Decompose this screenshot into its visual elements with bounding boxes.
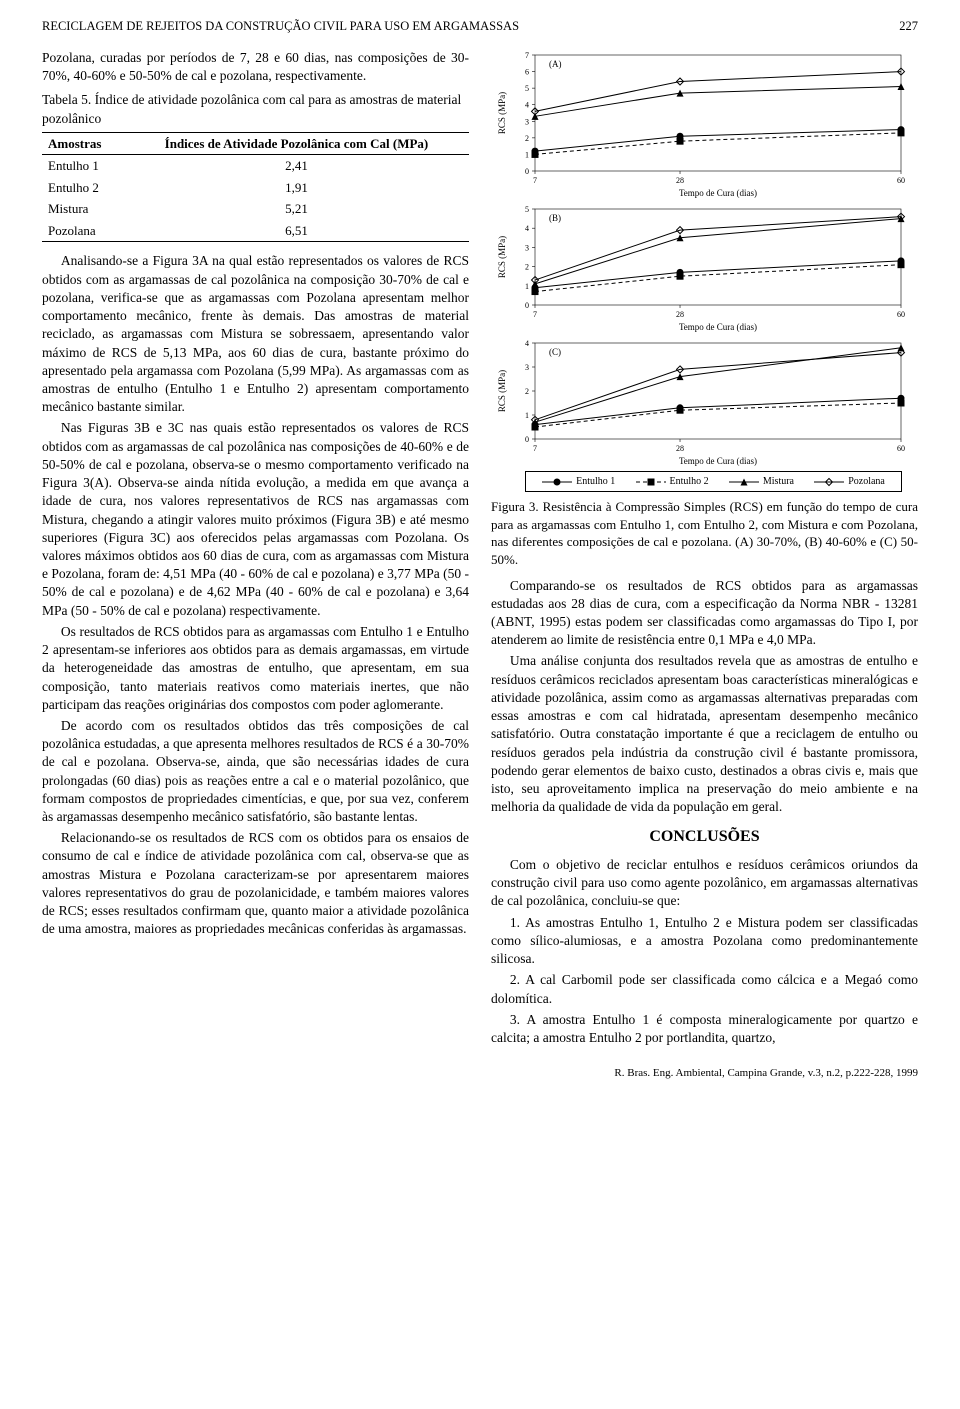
conclusions-paragraph: Com o objetivo de reciclar entulhos e re… xyxy=(491,856,918,911)
chart-a: 0 1 2 3 4 5 6 7 7 28 60 RCS (MPa) Tempo de Cura (dia… xyxy=(491,49,918,199)
svg-text:RCS (MPa): RCS (MPa) xyxy=(497,92,507,134)
svg-text:Tempo de Cura (dias): Tempo de Cura (dias) xyxy=(679,456,757,466)
table-row: Pozolana6,51 xyxy=(42,220,469,242)
running-title: RECICLAGEM DE REJEITOS DA CONSTRUÇÃO CIV… xyxy=(42,18,519,35)
body-paragraph: Comparando-se os resultados de RCS obtid… xyxy=(491,577,918,650)
svg-text:Tempo de Cura (dias): Tempo de Cura (dias) xyxy=(679,188,757,198)
conclusions-paragraph: 3. A amostra Entulho 1 é composta minera… xyxy=(491,1011,918,1047)
svg-text:1: 1 xyxy=(525,411,529,420)
svg-text:3: 3 xyxy=(525,243,529,252)
svg-text:5: 5 xyxy=(525,84,529,93)
table5: Amostras Índices de Atividade Pozolânica… xyxy=(42,132,469,243)
table-row: Entulho 21,91 xyxy=(42,177,469,199)
svg-text:2: 2 xyxy=(525,387,529,396)
figure3-caption: Figura 3. Resistência à Compressão Simpl… xyxy=(491,498,918,568)
table5-col1: Amostras xyxy=(42,132,124,155)
body-paragraph: Uma análise conjunta dos resultados reve… xyxy=(491,652,918,816)
right-column: 0 1 2 3 4 5 6 7 7 28 60 RCS (MPa) Tempo de Cura (dia… xyxy=(491,49,918,1050)
legend-item: Entulho 2 xyxy=(636,475,709,489)
svg-text:28: 28 xyxy=(676,310,684,319)
svg-text:7: 7 xyxy=(533,310,537,319)
svg-text:0: 0 xyxy=(525,167,529,176)
svg-text:(B): (B) xyxy=(549,213,561,223)
chart-c: 0 1 2 3 4 7 28 60 RCS (MPa) Tempo de Cura (dias) (… xyxy=(491,337,918,467)
intro-paragraph: Pozolana, curadas por períodos de 7, 28 … xyxy=(42,49,469,85)
svg-text:Tempo de Cura (dias): Tempo de Cura (dias) xyxy=(679,322,757,332)
svg-text:(C): (C) xyxy=(549,347,561,357)
svg-text:7: 7 xyxy=(533,444,537,453)
conclusions-paragraph: 1. As amostras Entulho 1, Entulho 2 e Mi… xyxy=(491,914,918,969)
body-paragraph: Analisando-se a Figura 3A na qual estão … xyxy=(42,252,469,416)
table5-caption: Tabela 5. Índice de atividade pozolânica… xyxy=(42,91,469,127)
svg-text:60: 60 xyxy=(897,310,905,319)
svg-text:4: 4 xyxy=(525,101,529,110)
svg-text:3: 3 xyxy=(525,363,529,372)
conclusions-heading: CONCLUSÕES xyxy=(491,826,918,848)
svg-text:2: 2 xyxy=(525,262,529,271)
legend-label: Entulho 1 xyxy=(576,475,615,489)
table-row: Entulho 12,41 xyxy=(42,155,469,177)
page-number: 227 xyxy=(899,18,918,35)
svg-text:28: 28 xyxy=(676,444,684,453)
svg-text:4: 4 xyxy=(525,224,529,233)
body-paragraph: Os resultados de RCS obtidos para as arg… xyxy=(42,623,469,714)
legend-item: Mistura xyxy=(729,475,794,489)
left-column: Pozolana, curadas por períodos de 7, 28 … xyxy=(42,49,469,1050)
body-paragraph: Nas Figuras 3B e 3C nas quais estão repr… xyxy=(42,419,469,619)
svg-text:0: 0 xyxy=(525,301,529,310)
svg-text:RCS (MPa): RCS (MPa) xyxy=(497,370,507,412)
legend-label: Entulho 2 xyxy=(670,475,709,489)
svg-text:1: 1 xyxy=(525,150,529,159)
body-paragraph: Relacionando-se os resultados de RCS com… xyxy=(42,829,469,938)
svg-text:3: 3 xyxy=(525,117,529,126)
svg-text:5: 5 xyxy=(525,205,529,214)
running-head: RECICLAGEM DE REJEITOS DA CONSTRUÇÃO CIV… xyxy=(42,18,918,35)
svg-text:0: 0 xyxy=(525,435,529,444)
svg-text:1: 1 xyxy=(525,282,529,291)
body-paragraph: De acordo com os resultados obtidos das … xyxy=(42,717,469,826)
legend-item: Entulho 1 xyxy=(542,475,615,489)
svg-text:6: 6 xyxy=(525,67,529,76)
chart-legend: Entulho 1 Entulho 2 Mistura Pozolana xyxy=(525,471,902,493)
table-row: Mistura5,21 xyxy=(42,198,469,220)
chart-b: 0 1 2 3 4 5 7 28 60 RCS (MPa) Tempo de Cura (dias)… xyxy=(491,203,918,333)
svg-text:28: 28 xyxy=(676,176,684,185)
svg-text:2: 2 xyxy=(525,134,529,143)
page-footer: R. Bras. Eng. Ambiental, Campina Grande,… xyxy=(42,1066,918,1081)
table5-col2: Índices de Atividade Pozolânica com Cal … xyxy=(124,132,469,155)
svg-text:60: 60 xyxy=(897,176,905,185)
conclusions-paragraph: 2. A cal Carbomil pode ser classificada … xyxy=(491,971,918,1007)
svg-text:RCS (MPa): RCS (MPa) xyxy=(497,236,507,278)
legend-label: Mistura xyxy=(763,475,794,489)
svg-text:7: 7 xyxy=(525,51,529,60)
svg-text:4: 4 xyxy=(525,339,529,348)
svg-text:7: 7 xyxy=(533,176,537,185)
legend-item: Pozolana xyxy=(814,475,885,489)
svg-text:(A): (A) xyxy=(549,59,562,69)
svg-text:60: 60 xyxy=(897,444,905,453)
legend-label: Pozolana xyxy=(848,475,885,489)
